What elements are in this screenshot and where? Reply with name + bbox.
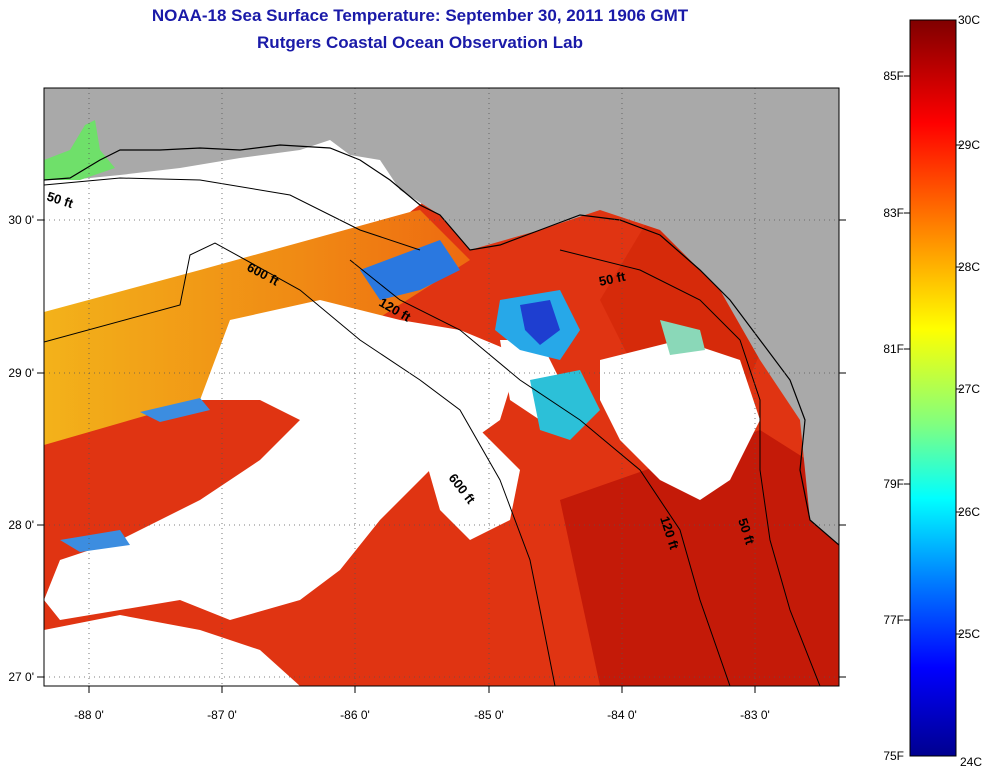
cloud-cover [44, 300, 520, 620]
coastline [44, 144, 839, 546]
colorbar [909, 19, 957, 757]
cool-eddy-core [520, 300, 560, 345]
map-title: NOAA-18 Sea Surface Temperature: Septemb… [151, 6, 689, 25]
contour-50ft [44, 177, 421, 251]
colorbar-c-label: 24C [960, 755, 982, 769]
cloud-cover [420, 430, 520, 540]
contour-50ft [559, 249, 821, 686]
cloud-cover [44, 615, 300, 686]
colorbar-f-label: 77F [883, 613, 904, 627]
lon-label: -87 0' [207, 708, 237, 722]
bay-cool-water [44, 120, 115, 180]
cool-eddy [660, 320, 705, 355]
colorbar-f-label: 75F [883, 749, 904, 763]
cool-eddy [140, 398, 210, 422]
contour-120ft [349, 259, 731, 686]
lon-label: -86 0' [340, 708, 370, 722]
map-frame [43, 87, 840, 687]
colorbar-c-label: 28C [958, 260, 980, 274]
ticks [37, 219, 846, 693]
warm-region [560, 430, 839, 686]
lon-label: -85 0' [474, 708, 504, 722]
colorbar-c-label: 30C [958, 13, 980, 27]
contour-label: 50 ft [598, 269, 628, 289]
lon-label: -83 0' [740, 708, 770, 722]
land-florida [330, 88, 839, 545]
cool-eddy [60, 530, 130, 552]
lat-label: 30 0' [8, 213, 34, 227]
lat-label: 27 0' [8, 670, 34, 684]
lat-label: 29 0' [8, 366, 34, 380]
colorbar-c-label: 25C [958, 627, 980, 641]
colorbar-c-label: 29C [958, 138, 980, 152]
cool-eddy [360, 240, 460, 300]
colorbar-f-label: 83F [883, 206, 904, 220]
land-alabama [44, 88, 330, 180]
lat-label: 28 0' [8, 518, 34, 532]
colorbar-f-label: 85F [883, 69, 904, 83]
contour-600ft [44, 242, 556, 686]
colorbar-c-label: 27C [958, 382, 980, 396]
lon-label: -84 0' [607, 708, 637, 722]
colorbar-ticks [904, 75, 962, 635]
colorbar-f-label: 81F [883, 342, 904, 356]
lon-label: -88 0' [74, 708, 104, 722]
colorbar-c-label: 26C [958, 505, 980, 519]
cloud-cover [600, 340, 760, 500]
map-subtitle: Rutgers Coastal Ocean Observation Lab [257, 33, 583, 52]
colorbar-f-label: 79F [883, 477, 904, 491]
